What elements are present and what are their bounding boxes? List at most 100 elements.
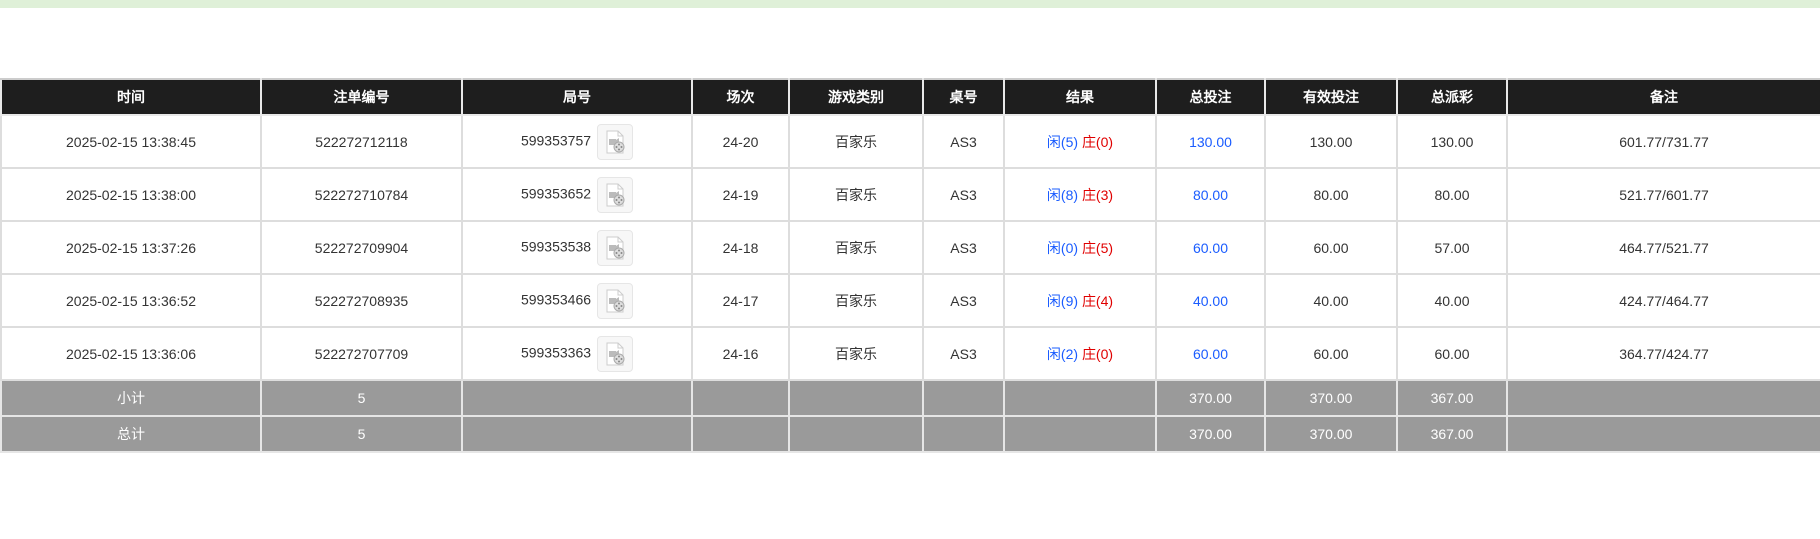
valid-bet-cell: 80.00 bbox=[1264, 167, 1398, 222]
table-header: 时间 注单编号 局号 场次 游戏类别 桌号 结果 总投注 有效投注 总派彩 备注 bbox=[0, 78, 1820, 116]
table-row: 2025-02-15 13:36:06 522272707709 5993533… bbox=[0, 326, 1820, 381]
shoe-cell: 24-20 bbox=[691, 114, 790, 169]
header-result: 结果 bbox=[1003, 78, 1157, 116]
result-cell: 闲(5) 庄(0) bbox=[1003, 114, 1157, 169]
result-cell: 闲(0) 庄(5) bbox=[1003, 220, 1157, 275]
video-replay-icon[interactable] bbox=[597, 335, 634, 372]
round-number: 599353466 bbox=[520, 291, 592, 308]
bet-id-cell: 522272709904 bbox=[260, 220, 463, 275]
table-row: 2025-02-15 13:38:00 522272710784 5993536… bbox=[0, 167, 1820, 222]
header-total-bet: 总投注 bbox=[1155, 78, 1266, 116]
player-result: 闲(5) bbox=[1046, 133, 1079, 150]
subtotal-row: 小计 5 370.00 370.00 367.00 bbox=[0, 379, 1820, 417]
time-cell: 2025-02-15 13:38:45 bbox=[0, 114, 262, 169]
bet-records-table: 时间 注单编号 局号 场次 游戏类别 桌号 结果 总投注 有效投注 总派彩 备注… bbox=[0, 78, 1820, 453]
player-result: 闲(2) bbox=[1046, 345, 1079, 362]
video-replay-icon[interactable] bbox=[597, 282, 634, 319]
video-replay-icon[interactable] bbox=[597, 229, 634, 266]
payout-cell: 60.00 bbox=[1396, 326, 1508, 381]
header-game: 游戏类别 bbox=[788, 78, 924, 116]
header-round: 局号 bbox=[461, 78, 693, 116]
banker-result: 庄(0) bbox=[1081, 345, 1114, 362]
game-cell: 百家乐 bbox=[788, 326, 924, 381]
header-shoe: 场次 bbox=[691, 78, 790, 116]
bet-id-cell: 522272708935 bbox=[260, 273, 463, 328]
payout-cell: 40.00 bbox=[1396, 273, 1508, 328]
table-cell: AS3 bbox=[922, 167, 1005, 222]
round-cell: 599353538 bbox=[461, 220, 693, 275]
total-bet-cell[interactable]: 130.00 bbox=[1155, 114, 1266, 169]
banker-result: 庄(3) bbox=[1081, 186, 1114, 203]
header-payout: 总派彩 bbox=[1396, 78, 1508, 116]
round-cell: 599353363 bbox=[461, 326, 693, 381]
bet-id-cell: 522272710784 bbox=[260, 167, 463, 222]
bet-id-cell: 522272707709 bbox=[260, 326, 463, 381]
summary-count: 5 bbox=[260, 379, 463, 417]
summary-label: 小计 bbox=[0, 379, 262, 417]
total-bet-cell[interactable]: 40.00 bbox=[1155, 273, 1266, 328]
video-replay-icon[interactable] bbox=[597, 123, 634, 160]
round-cell: 599353757 bbox=[461, 114, 693, 169]
table-cell: AS3 bbox=[922, 114, 1005, 169]
total-bet-cell[interactable]: 60.00 bbox=[1155, 326, 1266, 381]
payout-cell: 80.00 bbox=[1396, 167, 1508, 222]
total-row: 总计 5 370.00 370.00 367.00 bbox=[0, 415, 1820, 453]
round-cell: 599353466 bbox=[461, 273, 693, 328]
table-cell: AS3 bbox=[922, 326, 1005, 381]
player-result: 闲(9) bbox=[1046, 292, 1079, 309]
round-number: 599353363 bbox=[520, 344, 592, 361]
table-cell: AS3 bbox=[922, 220, 1005, 275]
table-row: 2025-02-15 13:37:26 522272709904 5993535… bbox=[0, 220, 1820, 275]
shoe-cell: 24-16 bbox=[691, 326, 790, 381]
summary-valid-bet: 370.00 bbox=[1264, 379, 1398, 417]
header-table: 桌号 bbox=[922, 78, 1005, 116]
valid-bet-cell: 60.00 bbox=[1264, 220, 1398, 275]
note-cell: 521.77/601.77 bbox=[1506, 167, 1820, 222]
payout-cell: 130.00 bbox=[1396, 114, 1508, 169]
shoe-cell: 24-18 bbox=[691, 220, 790, 275]
game-cell: 百家乐 bbox=[788, 167, 924, 222]
total-bet-cell[interactable]: 80.00 bbox=[1155, 167, 1266, 222]
video-replay-icon[interactable] bbox=[597, 176, 634, 213]
time-cell: 2025-02-15 13:36:06 bbox=[0, 326, 262, 381]
summary-total-bet: 370.00 bbox=[1155, 415, 1266, 453]
summary-count: 5 bbox=[260, 415, 463, 453]
payout-cell: 57.00 bbox=[1396, 220, 1508, 275]
round-number: 599353538 bbox=[520, 238, 592, 255]
game-cell: 百家乐 bbox=[788, 114, 924, 169]
bet-id-cell: 522272712118 bbox=[260, 114, 463, 169]
round-number: 599353757 bbox=[520, 132, 592, 149]
table-row: 2025-02-15 13:36:52 522272708935 5993534… bbox=[0, 273, 1820, 328]
summary-total-bet: 370.00 bbox=[1155, 379, 1266, 417]
note-cell: 601.77/731.77 bbox=[1506, 114, 1820, 169]
summary-valid-bet: 370.00 bbox=[1264, 415, 1398, 453]
note-cell: 364.77/424.77 bbox=[1506, 326, 1820, 381]
summary-payout: 367.00 bbox=[1396, 379, 1508, 417]
time-cell: 2025-02-15 13:36:52 bbox=[0, 273, 262, 328]
round-cell: 599353652 bbox=[461, 167, 693, 222]
time-cell: 2025-02-15 13:38:00 bbox=[0, 167, 262, 222]
valid-bet-cell: 60.00 bbox=[1264, 326, 1398, 381]
header-note: 备注 bbox=[1506, 78, 1820, 116]
banker-result: 庄(5) bbox=[1081, 239, 1114, 256]
result-cell: 闲(8) 庄(3) bbox=[1003, 167, 1157, 222]
shoe-cell: 24-17 bbox=[691, 273, 790, 328]
summary-payout: 367.00 bbox=[1396, 415, 1508, 453]
valid-bet-cell: 40.00 bbox=[1264, 273, 1398, 328]
player-result: 闲(0) bbox=[1046, 239, 1079, 256]
top-bar bbox=[0, 0, 1820, 8]
time-cell: 2025-02-15 13:37:26 bbox=[0, 220, 262, 275]
game-cell: 百家乐 bbox=[788, 273, 924, 328]
note-cell: 464.77/521.77 bbox=[1506, 220, 1820, 275]
round-number: 599353652 bbox=[520, 185, 592, 202]
banker-result: 庄(0) bbox=[1081, 133, 1114, 150]
header-valid-bet: 有效投注 bbox=[1264, 78, 1398, 116]
result-cell: 闲(2) 庄(0) bbox=[1003, 326, 1157, 381]
player-result: 闲(8) bbox=[1046, 186, 1079, 203]
game-cell: 百家乐 bbox=[788, 220, 924, 275]
header-bet-id: 注单编号 bbox=[260, 78, 463, 116]
total-bet-cell[interactable]: 60.00 bbox=[1155, 220, 1266, 275]
result-cell: 闲(9) 庄(4) bbox=[1003, 273, 1157, 328]
header-time: 时间 bbox=[0, 78, 262, 116]
summary-label: 总计 bbox=[0, 415, 262, 453]
